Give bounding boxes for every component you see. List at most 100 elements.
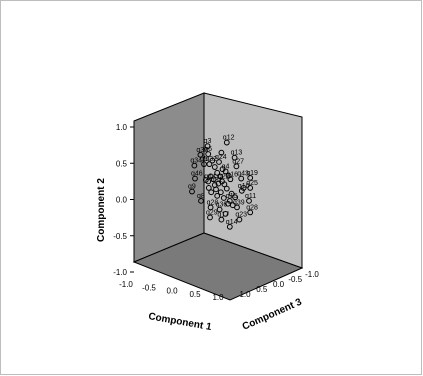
data-point [238,175,245,182]
y-tick-label: 1.0 [116,123,128,132]
component-2-axis: -1.0 -0.5 0.0 0.5 1.0 [113,123,134,277]
point-label: q9 [188,184,196,191]
x-tick-label: -1.0 [119,280,133,289]
data-point [227,176,234,183]
point-label: q3 [204,138,212,145]
point-label: q33 [196,147,208,154]
data-point [198,197,204,204]
x-tick-label: 1.0 [212,293,224,302]
point-label: q8 [197,193,205,200]
data-point [219,178,225,185]
data-point [204,143,211,150]
point-label: q31 [211,177,223,184]
data-point [211,182,218,188]
data-point [214,192,221,199]
z-tick-label: -0.5 [288,275,302,284]
point-label: q36 [216,202,228,209]
point-label: q13 [231,150,243,157]
data-point [238,187,245,194]
data-point [216,159,222,165]
data-point [209,157,216,164]
data-point [208,189,215,196]
point-label: q22 [218,173,230,180]
point-label: q46 [191,171,203,178]
point-label: q24 [215,154,227,161]
y-tick-label: -1.0 [113,268,127,277]
data-point [192,175,198,182]
point-label: q34 [190,158,202,165]
data-point [231,154,238,161]
data-point [226,197,233,204]
point-label: q16 [226,171,238,178]
data-point [205,178,212,185]
y-tick-label: 0.5 [116,159,128,168]
component-1-axis-label: Component 1 [147,311,212,333]
point-label: q25 [246,180,258,187]
data-point [236,216,243,223]
data-point [218,149,225,156]
z-tick-label: 1.0 [239,290,251,299]
data-point [233,163,240,170]
x-tick-label: -0.5 [142,283,156,292]
component-2-axis-label: Component 2 [96,178,107,242]
data-point [189,188,195,195]
data-point [217,173,224,180]
data-point [220,195,227,201]
y-tick-label: 0.0 [116,196,128,205]
point-label: q14 [226,219,238,226]
z-tick-label: -1.0 [305,270,319,279]
point-label: q43 [237,171,249,178]
data-point [234,204,240,211]
z-tick-label: 0.5 [256,285,268,294]
point-label: q17 [217,212,229,219]
point-label: q27 [232,158,244,165]
component-3-axis-label: Component 3 [241,297,304,333]
data-point [232,194,239,201]
data-point [223,185,230,192]
x-tick-label: 0.0 [166,287,178,296]
component-3-axis: 1.0 0.5 0.0-0.5-1.0 [239,270,319,299]
y-tick-label: -0.5 [113,232,127,241]
data-point [217,189,224,196]
data-point [240,185,247,191]
data-point [214,169,221,176]
z-tick-label: 0.0 [273,280,285,289]
data-point [205,185,212,191]
data-point [247,185,254,191]
data-point [218,216,225,223]
data-point [226,223,233,230]
data-point [216,206,223,213]
point-label: q23 [235,212,247,219]
data-point [207,204,214,211]
data-point [222,168,229,175]
point-label: q4 [222,163,230,170]
data-point [205,151,212,157]
point-label: q32 [205,156,217,163]
x-tick-label: 0.5 [189,290,201,299]
point-label: q39 [233,199,245,206]
point-label: q12 [223,135,235,142]
data-point [247,209,254,216]
data-point [206,161,213,168]
data-point [201,161,207,168]
point-label: q10 [238,183,250,190]
point-label: q11 [245,193,256,200]
data-point [228,190,235,197]
data-point [207,214,213,221]
point-label: q19 [246,170,258,177]
point-label: q5 [200,156,208,163]
data-point [191,162,198,169]
data-point [211,164,218,170]
point-label: q6 [204,146,212,153]
data-point [207,173,214,180]
data-point [222,210,229,217]
data-point [197,151,204,158]
point-label: q44 [204,173,216,180]
data-point [210,176,217,183]
point-label: q28 [246,204,258,211]
point-label: q29 [206,209,218,216]
data-point [246,197,252,204]
point-label: q15 [226,193,238,200]
